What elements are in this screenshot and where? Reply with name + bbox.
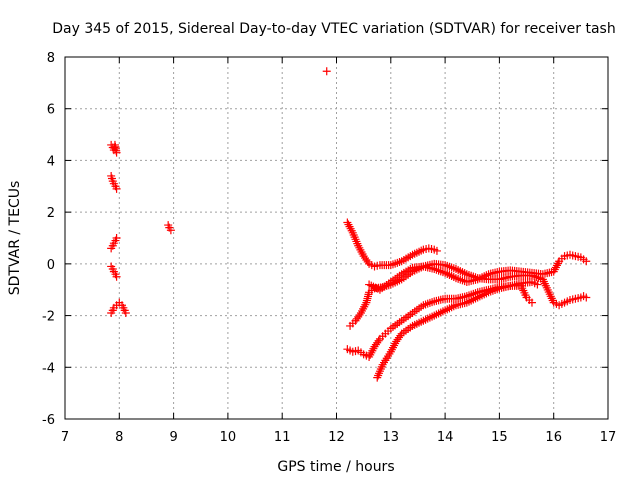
- y-tick-label: 8: [47, 51, 55, 66]
- data-point-marker: [322, 67, 331, 76]
- data-point-marker: [374, 336, 383, 345]
- y-tick-labels: -6 -4 -2 0 2 4 6 8: [42, 51, 55, 428]
- y-tick-label: -2: [42, 310, 55, 325]
- x-tick-labels: 7 8 9 10 11 12 13 14 15 16 17: [61, 430, 616, 445]
- data-point-marker: [363, 257, 372, 266]
- data-point-marker: [112, 184, 121, 193]
- data-point-marker: [396, 331, 405, 340]
- y-tick-label: 2: [47, 206, 55, 221]
- data-point-marker: [112, 234, 121, 242]
- y-tick-label: 0: [47, 258, 55, 273]
- data-point-marker: [582, 293, 591, 302]
- y-axis-label: SDTVAR / TECUs: [7, 181, 23, 296]
- data-point-marker: [121, 308, 130, 317]
- x-tick-label: 12: [328, 430, 345, 445]
- data-point-marker: [432, 246, 441, 255]
- x-tick-label: 16: [545, 430, 562, 445]
- x-tick-label: 9: [169, 430, 177, 445]
- x-tick-label: 11: [274, 430, 291, 445]
- y-tick-label: 4: [47, 154, 55, 169]
- x-tick-label: 10: [220, 430, 237, 445]
- y-tick-label: 6: [47, 103, 55, 118]
- y-tick-label: -4: [42, 361, 55, 376]
- x-tick-label: 13: [383, 430, 400, 445]
- x-tick-label: 8: [115, 430, 123, 445]
- data-point-marker: [527, 298, 536, 307]
- y-tick-label: -6: [42, 413, 55, 428]
- data-point-marker: [166, 226, 175, 235]
- x-tick-label: 15: [491, 430, 508, 445]
- data-point-marker: [355, 310, 364, 319]
- x-tick-label: 7: [61, 430, 69, 445]
- chart-title: Day 345 of 2015, Sidereal Day-to-day VTE…: [52, 21, 615, 37]
- data-point-marker: [112, 148, 121, 157]
- grid-lines: [65, 57, 608, 419]
- data-point-marker: [533, 280, 542, 289]
- axis-ticks: [64, 56, 609, 420]
- x-axis-label: GPS time / hours: [277, 459, 394, 475]
- data-markers: [107, 67, 591, 382]
- data-point-marker: [112, 272, 121, 281]
- data-point-marker: [582, 257, 591, 266]
- x-tick-label: 14: [437, 430, 454, 445]
- x-tick-label: 17: [600, 430, 617, 445]
